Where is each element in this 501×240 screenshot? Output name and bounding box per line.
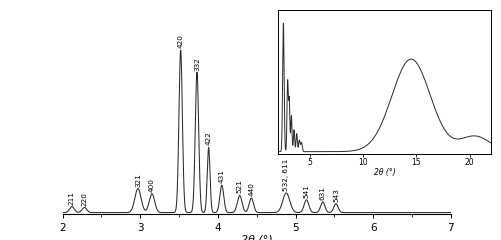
Text: 541: 541 [304, 184, 310, 198]
Text: 211: 211 [69, 192, 75, 205]
Text: 422: 422 [205, 131, 211, 145]
Text: 420: 420 [178, 35, 184, 48]
Text: 220: 220 [81, 192, 87, 206]
Text: 543: 543 [333, 188, 339, 202]
Text: 440: 440 [248, 183, 255, 197]
X-axis label: 2θ (°): 2θ (°) [241, 234, 273, 240]
Text: 431: 431 [219, 169, 225, 183]
Text: 532, 611: 532, 611 [283, 159, 289, 191]
Text: 332: 332 [194, 57, 200, 71]
Text: 631: 631 [320, 186, 326, 200]
X-axis label: 2θ (°): 2θ (°) [374, 168, 395, 177]
Text: 400: 400 [149, 178, 155, 192]
Text: 321: 321 [135, 173, 141, 187]
Text: 521: 521 [236, 180, 242, 193]
